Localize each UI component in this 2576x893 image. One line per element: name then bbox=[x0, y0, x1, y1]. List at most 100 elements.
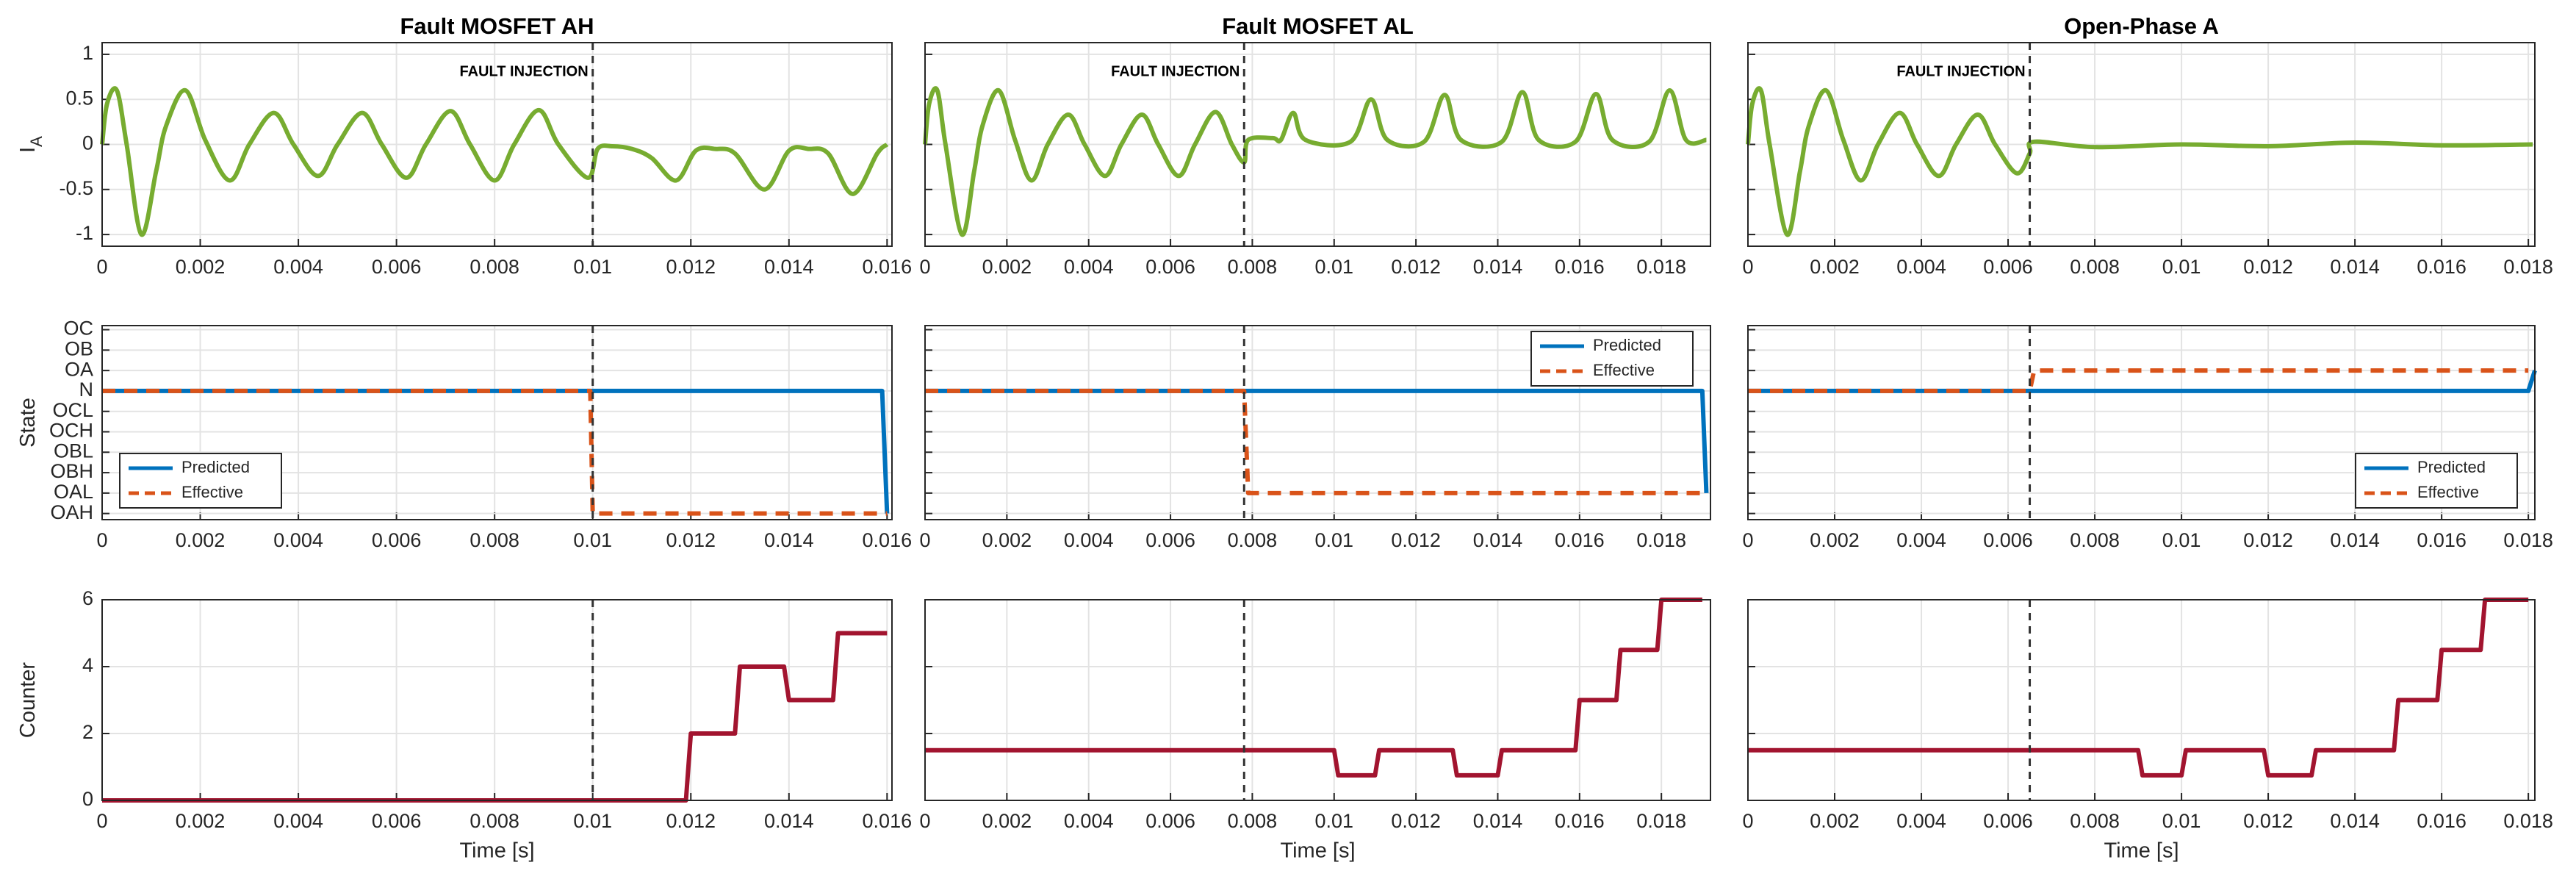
fault-annotation: FAULT INJECTION bbox=[1111, 63, 1240, 79]
x-tick-label: 0.012 bbox=[2243, 529, 2293, 551]
legend-box bbox=[1530, 331, 1694, 387]
x-tick-label: 0.014 bbox=[764, 529, 814, 551]
x-tick-label: 0.018 bbox=[2503, 529, 2553, 551]
x-tick-label: 0 bbox=[919, 256, 930, 278]
x-tick-label: 0.012 bbox=[1391, 256, 1441, 278]
x-tick-label: 0.004 bbox=[1896, 256, 1946, 278]
data-line bbox=[923, 86, 1708, 237]
x-tick-label: 0.008 bbox=[1228, 810, 1278, 832]
data-line bbox=[102, 388, 888, 516]
x-tick-label: 0.012 bbox=[666, 810, 716, 832]
x-tick-label: 0.006 bbox=[1983, 256, 2033, 278]
x-tick-label: 0.012 bbox=[666, 529, 716, 551]
x-tick-label: 0.01 bbox=[2162, 256, 2201, 278]
x-tick-label: 0 bbox=[96, 256, 107, 278]
x-tick-label: 0.012 bbox=[1391, 810, 1441, 832]
x-tick-label: 0.01 bbox=[1314, 810, 1353, 832]
axes-frame bbox=[924, 325, 1711, 520]
data-line bbox=[1746, 86, 2533, 237]
x-tick-label: 0.01 bbox=[2162, 529, 2201, 551]
x-tick-label: 0.016 bbox=[863, 529, 913, 551]
x-tick-label: 0.002 bbox=[1810, 256, 1860, 278]
x-tick-label: 0.012 bbox=[2243, 256, 2293, 278]
y-tick-label: -0.5 bbox=[59, 177, 93, 199]
x-tick-label: 0.01 bbox=[1314, 529, 1353, 551]
x-tick-label: 0 bbox=[919, 529, 930, 551]
x-tick-label: 0.006 bbox=[1145, 810, 1195, 832]
x-tick-label: 0.002 bbox=[176, 256, 226, 278]
x-tick-label: 0.018 bbox=[2503, 256, 2553, 278]
y-tick-label: -1 bbox=[76, 222, 93, 244]
y-tick-label: OAH bbox=[50, 501, 93, 523]
x-axis-label: Time [s] bbox=[459, 839, 534, 863]
x-tick-label: 0.004 bbox=[1064, 529, 1114, 551]
legend-label: Predicted bbox=[1593, 336, 1661, 354]
x-tick-label: 0.014 bbox=[1473, 256, 1523, 278]
y-axis-label: IA bbox=[16, 136, 46, 153]
data-line bbox=[102, 388, 890, 514]
y-tick-label: OCH bbox=[49, 420, 93, 442]
x-tick-label: 0.014 bbox=[1473, 810, 1523, 832]
x-tick-label: 0.014 bbox=[2330, 256, 2380, 278]
x-tick-label: 0.004 bbox=[273, 529, 323, 551]
y-tick-label: 0 bbox=[82, 788, 93, 810]
y-tick-label: 4 bbox=[82, 654, 93, 676]
y-axis-label: State bbox=[16, 398, 40, 448]
x-tick-label: 0.012 bbox=[2243, 810, 2293, 832]
y-axis-label: Counter bbox=[16, 662, 40, 739]
x-tick-label: 0.002 bbox=[1810, 810, 1860, 832]
x-tick-label: 0.008 bbox=[2070, 529, 2120, 551]
x-tick-label: 0.004 bbox=[1064, 810, 1114, 832]
x-tick-label: 0.014 bbox=[2330, 810, 2380, 832]
x-tick-label: 0.004 bbox=[273, 256, 323, 278]
x-tick-label: 0.004 bbox=[273, 810, 323, 832]
x-tick-label: 0.002 bbox=[982, 810, 1032, 832]
x-tick-label: 0.016 bbox=[2417, 529, 2467, 551]
x-tick-label: 0.008 bbox=[2070, 810, 2120, 832]
x-tick-label: 0 bbox=[96, 810, 107, 832]
x-tick-label: 0.012 bbox=[1391, 529, 1441, 551]
y-tick-label: 6 bbox=[82, 587, 93, 609]
axes-frame bbox=[1747, 42, 2536, 247]
data-line bbox=[925, 598, 1702, 778]
fault-annotation: FAULT INJECTION bbox=[460, 63, 589, 79]
y-tick-label: OB bbox=[65, 337, 93, 359]
data-line bbox=[925, 388, 1709, 493]
y-axis-label-main: I bbox=[16, 147, 40, 153]
data-line bbox=[1748, 598, 2529, 778]
x-tick-label: 0.008 bbox=[1228, 256, 1278, 278]
y-tick-label: 2 bbox=[82, 721, 93, 743]
x-tick-label: 0.004 bbox=[1896, 529, 1946, 551]
x-tick-label: 0.016 bbox=[1555, 256, 1605, 278]
axes-frame bbox=[1747, 599, 2536, 801]
y-tick-label: 0 bbox=[82, 132, 93, 154]
x-tick-label: 0.018 bbox=[2503, 810, 2553, 832]
y-tick-label: 0.5 bbox=[65, 87, 93, 109]
axes-frame bbox=[101, 599, 893, 801]
x-tick-label: 0.006 bbox=[372, 810, 422, 832]
x-tick-label: 0 bbox=[1742, 810, 1753, 832]
y-axis-label-main: State bbox=[16, 398, 40, 448]
y-tick-label: OAL bbox=[54, 481, 93, 503]
x-tick-label: 0.01 bbox=[573, 810, 612, 832]
chart-title: Fault MOSFET AL bbox=[1222, 13, 1414, 39]
x-tick-label: 0.016 bbox=[1555, 529, 1605, 551]
legend-label: Effective bbox=[181, 483, 243, 501]
x-tick-label: 0.016 bbox=[1555, 810, 1605, 832]
x-tick-label: 0.002 bbox=[982, 529, 1032, 551]
data-line bbox=[102, 631, 888, 803]
legend-box bbox=[2355, 453, 2518, 509]
x-tick-label: 0.008 bbox=[469, 256, 519, 278]
x-tick-label: 0.002 bbox=[176, 529, 226, 551]
y-tick-label: OC bbox=[64, 318, 94, 340]
x-tick-label: 0.008 bbox=[469, 529, 519, 551]
x-tick-label: 0.008 bbox=[2070, 256, 2120, 278]
x-tick-label: 0.006 bbox=[1983, 810, 2033, 832]
x-tick-label: 0.01 bbox=[2162, 810, 2201, 832]
x-tick-label: 0.014 bbox=[2330, 529, 2380, 551]
x-tick-label: 0.014 bbox=[1473, 529, 1523, 551]
y-tick-label: N bbox=[79, 379, 94, 401]
data-line bbox=[1748, 370, 2537, 393]
y-tick-label: OBH bbox=[50, 460, 93, 482]
